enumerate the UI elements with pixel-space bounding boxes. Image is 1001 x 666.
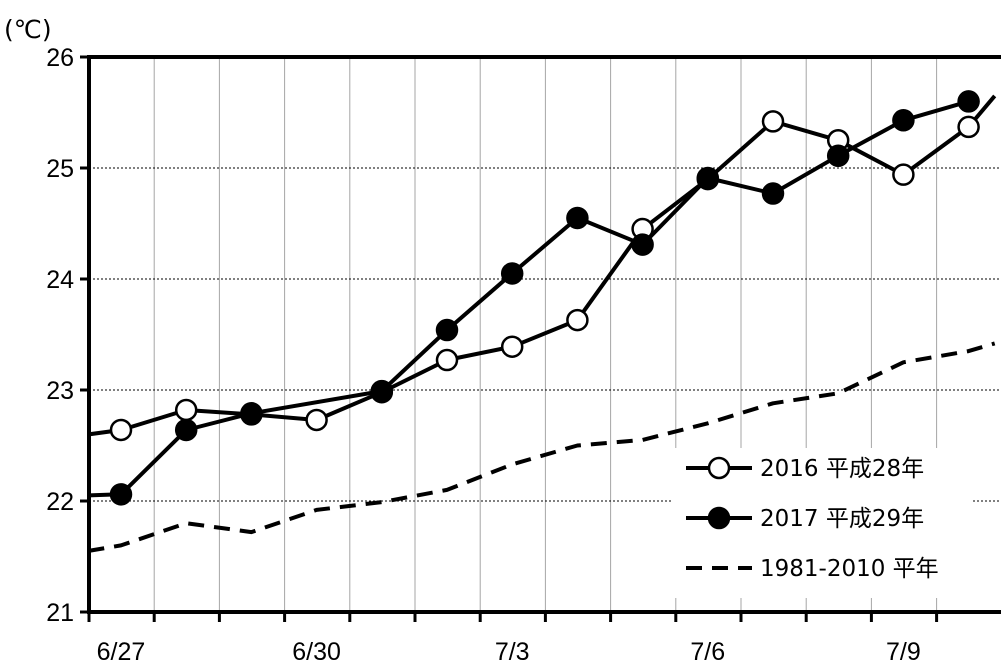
data-point — [500, 262, 524, 285]
series-line — [89, 341, 996, 553]
y-tick-label: 22 — [46, 488, 74, 516]
legend-label: 2016 平成28年 — [760, 456, 924, 482]
data-point — [826, 144, 850, 168]
y-tick-label: 25 — [46, 155, 74, 183]
data-point — [500, 335, 524, 358]
y-tick-label: 23 — [46, 377, 74, 405]
tick-labels: 21 22 23 24 25 26 6/27 6/30 7/3 7/6 7/9 — [46, 44, 921, 666]
legend-marker — [707, 456, 731, 480]
data-point — [435, 318, 459, 342]
series-3 — [89, 341, 996, 553]
x-tick-label: 7/3 — [495, 638, 530, 666]
x-tick-label: 7/6 — [690, 638, 725, 666]
data-point — [305, 408, 328, 432]
data-point — [174, 398, 198, 422]
x-tick-label: 6/27 — [97, 638, 146, 666]
legend-label: 2017 平成29年 — [760, 506, 924, 532]
axes — [80, 55, 1001, 622]
x-tick-label: 7/9 — [886, 638, 921, 666]
y-unit-label: (℃) — [4, 15, 52, 44]
data-point — [957, 115, 980, 139]
y-tick-label: 24 — [46, 266, 74, 294]
data-point — [892, 109, 915, 132]
legend-marker — [707, 506, 731, 530]
x-tick-label: 6/30 — [292, 638, 341, 666]
data-point — [892, 163, 915, 186]
data-point — [109, 418, 133, 442]
data-point — [435, 348, 459, 372]
y-tick-label: 21 — [46, 599, 74, 627]
data-point — [761, 110, 785, 133]
data-point — [174, 418, 198, 442]
series-group — [89, 90, 997, 553]
data-point — [957, 90, 980, 113]
data-point — [761, 182, 785, 205]
data-point — [566, 308, 589, 332]
legend-label: 1981-2010 平年 — [760, 556, 939, 582]
series-line — [89, 94, 997, 437]
data-point — [696, 166, 720, 190]
series-1 — [89, 94, 997, 442]
y-tick-label: 26 — [46, 44, 74, 72]
data-point — [240, 402, 263, 425]
data-point — [631, 233, 654, 256]
legend: 2016 平成28年 2017 平成29年 1981-2010 平年 — [672, 448, 972, 598]
data-point — [370, 379, 394, 403]
series-2 — [89, 90, 980, 506]
data-point — [109, 483, 133, 506]
data-point — [566, 206, 589, 230]
